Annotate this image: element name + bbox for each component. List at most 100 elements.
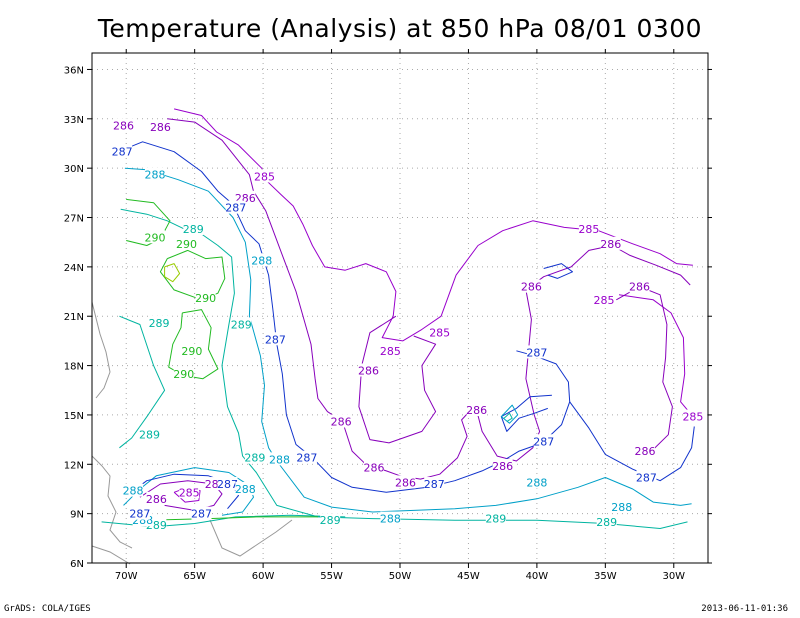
contour-label-bg	[358, 363, 379, 377]
contour-label-bg	[363, 460, 384, 474]
contour-label-bg	[129, 506, 150, 520]
contour-label-bg	[112, 144, 133, 158]
contour-label: 288	[526, 476, 547, 489]
isotherm-290	[146, 516, 318, 521]
lon-tick-label: 50W	[389, 571, 412, 582]
lon-tick-label: 55W	[320, 571, 343, 582]
contour-label: 285	[578, 223, 599, 236]
footer-timestamp: 2013-06-11-01:36	[701, 604, 788, 614]
contour-label-bg	[521, 279, 542, 293]
contour-label-bg	[173, 366, 194, 380]
contour-label: 286	[395, 476, 416, 489]
map-title: Temperature (Analysis) at 850 hPa 08/01 …	[97, 14, 703, 43]
contour-label-bg	[635, 444, 656, 458]
lat-tick-label: 9N	[70, 510, 84, 521]
contour-label-bg	[526, 345, 547, 359]
contour-label: 286	[600, 238, 621, 251]
contour-label: 285	[682, 411, 703, 424]
contour-label-bg	[380, 511, 401, 525]
contour-label: 290	[195, 292, 216, 305]
contour-label-bg	[235, 481, 256, 495]
contour-label: 288	[380, 513, 401, 526]
contour-label: 289	[596, 516, 617, 529]
isotherm-287	[121, 141, 571, 493]
contour-label: 288	[235, 483, 256, 496]
contour-label: 286	[150, 121, 171, 134]
contour-label-bg	[269, 452, 290, 466]
contour-label-bg	[146, 491, 167, 505]
contour-label: 290	[176, 238, 197, 251]
contour-label: 286	[331, 416, 352, 429]
contour-label: 289	[183, 223, 204, 236]
isotherm-289	[503, 412, 513, 422]
isotherm-290	[159, 249, 226, 301]
contour-label: 287	[225, 202, 246, 215]
contour-label-bg	[424, 477, 445, 491]
isotherm-291	[164, 263, 181, 283]
contour-label: 285	[593, 294, 614, 307]
contour-label: 285	[179, 486, 200, 499]
contour-label-bg	[123, 483, 144, 497]
contour-label: 288	[123, 485, 144, 498]
contour-label-bg	[231, 317, 252, 331]
contour-label: 287	[129, 508, 150, 521]
contour-label-bg	[254, 169, 275, 183]
contour-label-bg	[600, 236, 621, 250]
contour-label-bg	[176, 236, 197, 250]
lat-tick-label: 24N	[64, 263, 84, 274]
lat-tick-label: 15N	[64, 411, 84, 422]
contour-label: 289	[244, 452, 265, 465]
contour-label-bg	[225, 200, 246, 214]
contour-label-bg	[150, 120, 171, 134]
contour-label-bg	[144, 230, 165, 244]
lon-tick-label: 60W	[252, 571, 275, 582]
contour-label-bg	[191, 506, 212, 520]
contour-label-bg	[139, 427, 160, 441]
contour-label: 285	[254, 170, 275, 183]
contour-label-bg	[320, 513, 341, 527]
contour-label: 287	[526, 346, 547, 359]
isotherm-286	[167, 118, 691, 480]
isotherm-288	[124, 167, 692, 513]
contour-label-bg	[113, 118, 134, 132]
contour-label-bg	[296, 450, 317, 464]
contour-label: 288	[269, 453, 290, 466]
latitude-axis: 6N 9N 12N 15N 18N 21N 24N 27N 30N 33N 36N	[64, 65, 712, 570]
contour-label-bg	[195, 291, 216, 305]
contour-label: 288	[144, 169, 165, 182]
isotherm-286	[358, 315, 437, 444]
isotherm-290	[168, 309, 219, 380]
contour-label: 290	[173, 368, 194, 381]
contour-label-bg	[533, 434, 554, 448]
coastline	[91, 301, 293, 565]
contour-label: 286	[635, 445, 656, 458]
contour-label-bg	[492, 458, 513, 472]
lon-tick-label: 40W	[526, 571, 549, 582]
contour-label-bg	[682, 409, 703, 423]
lon-tick-label: 30W	[662, 571, 685, 582]
contour-label-bg	[144, 167, 165, 181]
contour-label: 287	[191, 508, 212, 521]
contour-label: 286	[146, 493, 167, 506]
lat-tick-label: 36N	[64, 65, 84, 76]
contour-label: 286	[629, 281, 650, 294]
contour-label: 289	[149, 317, 170, 330]
isotherm-288	[123, 467, 254, 516]
footer-credit: GrADS: COLA/IGES	[4, 604, 91, 614]
contour-label: 286	[113, 119, 134, 132]
contour-label: 287	[265, 333, 286, 346]
contour-label: 285	[429, 327, 450, 340]
lat-tick-label: 30N	[64, 164, 84, 175]
contour-label-bg	[578, 222, 599, 236]
contour-label: 289	[320, 514, 341, 527]
lat-tick-label: 33N	[64, 115, 84, 126]
contour-label-bg	[331, 414, 352, 428]
contour-label-bg	[429, 325, 450, 339]
contour-label-bg	[466, 403, 487, 416]
contour-label: 290	[144, 231, 165, 244]
isotherm-290	[126, 198, 171, 246]
lat-tick-label: 21N	[64, 312, 84, 323]
contour-label-bg	[593, 292, 614, 306]
